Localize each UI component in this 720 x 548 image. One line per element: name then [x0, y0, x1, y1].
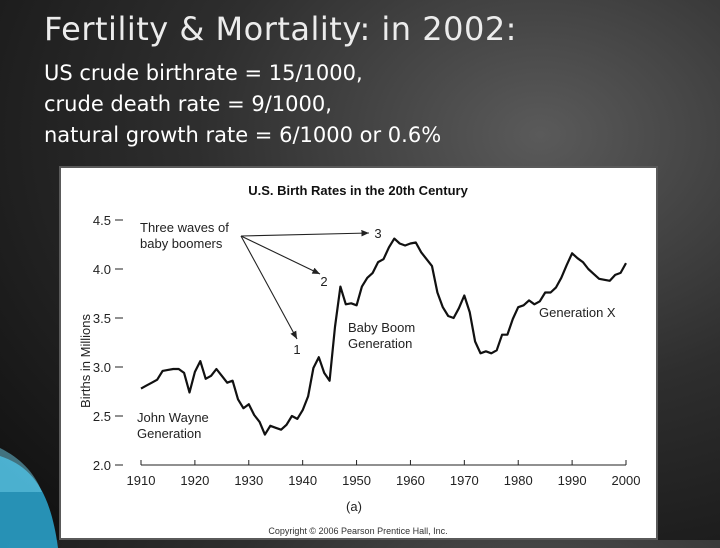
figure-label: (a) — [346, 499, 362, 514]
x-tick-label: 2000 — [612, 473, 641, 488]
x-tick-label: 1940 — [288, 473, 317, 488]
arrow-to-wave-1 — [240, 235, 298, 340]
slide-title: Fertility & Mortality: in 2002: — [44, 10, 517, 48]
annotation-john-wayne: John Wayne Generation — [137, 410, 209, 441]
chart-axes: 1910 1920 1930 1940 1950 1960 1970 1980 1990 2000… — [93, 213, 641, 488]
annotation-three-waves: Three waves of baby boomers — [140, 220, 229, 251]
annotation-wave-2: 2 — [320, 274, 327, 289]
decorative-accent — [0, 448, 120, 548]
x-tick-label: 1920 — [180, 473, 209, 488]
x-tick-label: 1980 — [504, 473, 533, 488]
annotation-three-waves-line: Three waves of — [140, 220, 229, 235]
chart-panel: U.S. Birth Rates in the 20th Century 191… — [59, 166, 658, 540]
chart-data-group — [140, 237, 627, 436]
y-tick-label: 3.5 — [93, 311, 111, 326]
slide-line-birthrate: US crude birthrate = 15/1000, — [44, 61, 363, 85]
annotation-wave-2-line: 2 — [320, 274, 327, 289]
arrow-to-wave-3 — [240, 229, 370, 237]
annotation-wave-1-line: 1 — [293, 342, 300, 357]
birth-rate-chart: U.S. Birth Rates in the 20th Century 191… — [78, 183, 641, 536]
y-tick-label: 2.5 — [93, 409, 111, 424]
annotation-wave-3-line: 3 — [374, 226, 381, 241]
slide-body: US crude birthrate = 15/1000, crude deat… — [44, 58, 441, 151]
chart-title: U.S. Birth Rates in the 20th Century — [248, 183, 468, 198]
x-tick-label: 1970 — [450, 473, 479, 488]
annotation-baby-boom-line: Baby Boom — [348, 320, 415, 335]
series-line-births — [140, 237, 627, 436]
y-tick-label: 4.0 — [93, 262, 111, 277]
annotation-generation-x-line: Generation X — [539, 305, 616, 320]
annotation-wave-3: 3 — [374, 226, 381, 241]
x-tick-label: 1990 — [558, 473, 587, 488]
x-tick-label: 1960 — [396, 473, 425, 488]
annotation-john-wayne-line: Generation — [137, 426, 201, 441]
annotation-generation-x: Generation X — [539, 305, 616, 320]
slide-line-deathrate: crude death rate = 9/1000, — [44, 92, 332, 116]
y-axis-label: Births in Millions — [78, 314, 93, 408]
x-tick-label: 1910 — [127, 473, 156, 488]
x-tick-label: 1950 — [342, 473, 371, 488]
y-tick-label: 2.0 — [93, 458, 111, 473]
annotation-three-waves-line: baby boomers — [140, 236, 223, 251]
x-tick-label: 1930 — [234, 473, 263, 488]
slide-line-growthrate: natural growth rate = 6/1000 or 0.6% — [44, 123, 442, 147]
y-tick-label: 4.5 — [93, 213, 111, 228]
annotation-baby-boom: Baby Boom Generation — [348, 320, 415, 351]
decorative-wave-graphic — [0, 448, 58, 548]
accent-wave-back — [0, 448, 42, 492]
copyright-notice: Copyright © 2006 Pearson Prentice Hall, … — [268, 526, 447, 536]
arrow-to-wave-2 — [240, 235, 321, 275]
annotation-john-wayne-line: John Wayne — [137, 410, 209, 425]
annotation-baby-boom-line: Generation — [348, 336, 412, 351]
annotation-wave-1: 1 — [293, 342, 300, 357]
y-tick-label: 3.0 — [93, 360, 111, 375]
